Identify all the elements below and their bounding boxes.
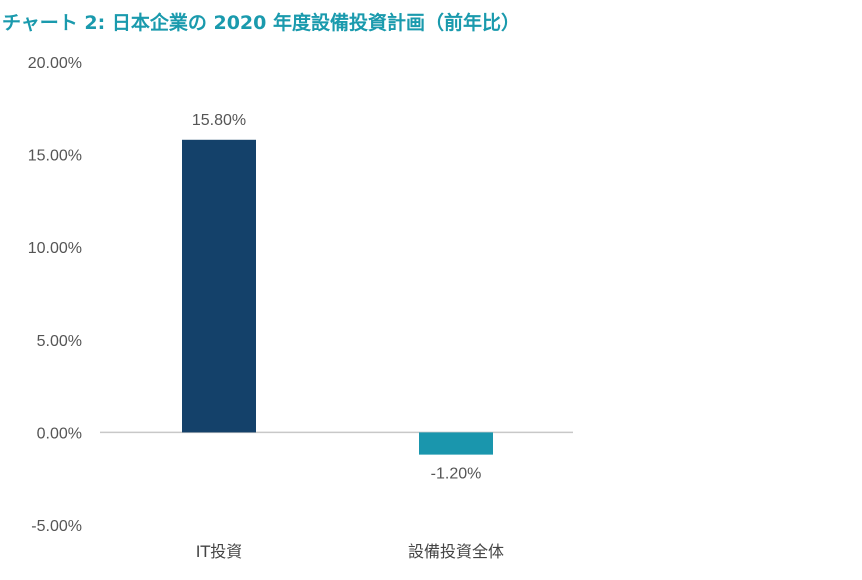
bar-value-label: 15.80% <box>192 112 246 129</box>
bar-value-label: -1.20% <box>431 466 482 483</box>
y-tick-label: 0.00% <box>37 425 82 442</box>
bars-group <box>182 139 493 455</box>
y-tick-label: 10.00% <box>28 240 82 257</box>
chart-title: チャート 2: 日本企業の 2020 年度設備投資計画（前年比） <box>2 12 520 34</box>
y-tick-label: -5.00% <box>31 518 82 535</box>
category-label: 設備投資全体 <box>408 542 504 561</box>
y-tick-label: 20.00% <box>28 55 82 72</box>
y-tick-label: 15.00% <box>28 148 82 165</box>
bar <box>419 432 493 455</box>
bar <box>182 139 256 433</box>
category-label: IT投資 <box>196 542 243 561</box>
value-labels-group: 15.80% -1.20% <box>192 112 481 483</box>
y-axis-ticks: 20.00% 15.00% 10.00% 5.00% 0.00% -5.00% <box>28 55 82 535</box>
y-tick-label: 5.00% <box>37 333 82 350</box>
category-labels-group: IT投資 設備投資全体 <box>196 542 504 561</box>
